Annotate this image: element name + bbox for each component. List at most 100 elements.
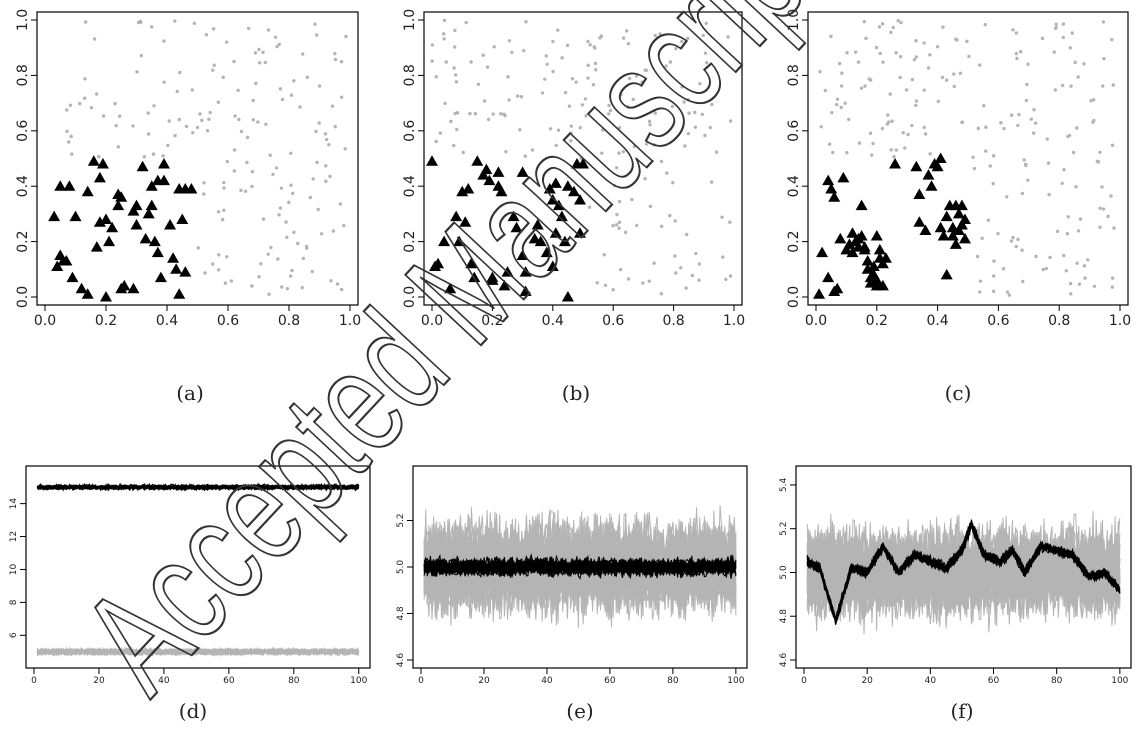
background-point xyxy=(246,26,251,31)
y-tick-label: 10 xyxy=(9,563,19,575)
background-point xyxy=(327,142,331,147)
background-point xyxy=(83,77,87,81)
background-series-line xyxy=(423,516,737,620)
background-point xyxy=(442,18,447,23)
background-point xyxy=(556,28,560,32)
background-point xyxy=(250,184,254,189)
cluster-triangle xyxy=(540,246,553,258)
cluster-triangle xyxy=(558,235,571,247)
background-point xyxy=(1061,35,1065,40)
background-point xyxy=(1011,28,1015,32)
background-point xyxy=(258,61,262,65)
background-point xyxy=(1095,159,1100,164)
background-point xyxy=(323,132,328,136)
background-point xyxy=(703,51,708,55)
background-point xyxy=(202,192,206,196)
background-point xyxy=(586,63,590,68)
background-point xyxy=(728,220,732,224)
background-point xyxy=(1089,99,1093,103)
background-point xyxy=(863,84,867,88)
background-point xyxy=(142,155,147,159)
y-tick-label: 4.6 xyxy=(779,653,789,668)
cluster-triangle xyxy=(549,227,562,238)
background-point xyxy=(1101,20,1106,24)
background-point xyxy=(877,25,882,29)
background-point xyxy=(594,68,598,72)
y-tick-label: 0.0 xyxy=(402,286,418,308)
background-point xyxy=(1025,82,1029,87)
background-point xyxy=(563,90,568,95)
background-point xyxy=(284,220,288,224)
background-point xyxy=(1052,50,1056,54)
background-point xyxy=(315,160,319,165)
background-point xyxy=(150,25,154,29)
background-point xyxy=(936,99,941,103)
background-point xyxy=(880,126,885,131)
background-point xyxy=(275,44,279,49)
background-point xyxy=(304,244,309,249)
background-point xyxy=(216,210,221,214)
background-point xyxy=(617,220,622,225)
background-point xyxy=(1047,192,1051,197)
cluster-triangle xyxy=(937,230,950,241)
background-point xyxy=(901,131,905,135)
background-point xyxy=(220,217,225,222)
background-point xyxy=(452,45,457,49)
cluster-triangle xyxy=(546,194,559,205)
background-point xyxy=(991,154,996,158)
cluster-triangle xyxy=(567,185,580,197)
y-tick-label: 5.4 xyxy=(779,478,789,493)
background-point xyxy=(319,232,324,236)
background-point xyxy=(211,27,216,31)
background-point xyxy=(485,65,490,69)
cluster-triangle xyxy=(112,199,125,211)
background-point xyxy=(926,66,931,70)
background-point xyxy=(292,79,296,83)
background-point xyxy=(280,97,285,102)
background-point xyxy=(243,189,248,193)
x-tick-label: 0.6 xyxy=(217,313,239,329)
background-point xyxy=(658,32,662,36)
background-point xyxy=(627,76,632,81)
background-point xyxy=(210,262,215,266)
background-point xyxy=(135,70,139,74)
cluster-triangle xyxy=(864,277,877,288)
background-point xyxy=(693,125,698,129)
background-point xyxy=(167,119,171,123)
cluster-triangle xyxy=(480,163,493,175)
x-tick-label: 0.6 xyxy=(987,313,1009,329)
panel-a: 0.0 0.2 0.4 0.6 0.8 1.0 0.0 0.2 0.4 0.6 0.8 1.0 xyxy=(15,9,361,329)
background-point xyxy=(922,125,926,130)
x-tick-label: 1.0 xyxy=(339,313,361,329)
background-point xyxy=(922,41,926,45)
x-tick-label: 0 xyxy=(31,676,37,686)
background-point xyxy=(898,55,903,59)
background-point xyxy=(631,97,635,102)
background-point xyxy=(859,86,864,90)
background-point xyxy=(894,51,898,55)
background-point xyxy=(250,284,254,288)
background-point xyxy=(1077,282,1082,286)
highlight-series-line xyxy=(423,557,737,578)
cluster-triangle xyxy=(477,169,490,180)
background-point xyxy=(1069,292,1073,296)
cluster-triangle xyxy=(69,210,82,222)
plot-frame xyxy=(807,11,1129,306)
background-point xyxy=(958,71,963,76)
cluster-triangle xyxy=(825,182,838,194)
background-point xyxy=(101,114,106,118)
cluster-triangle xyxy=(51,260,64,272)
background-point xyxy=(203,271,207,275)
background-point xyxy=(680,85,684,89)
background-point xyxy=(668,213,672,218)
background-point xyxy=(1016,123,1020,128)
background-point xyxy=(580,103,585,107)
background-point xyxy=(548,127,553,131)
background-point xyxy=(198,112,202,116)
background-point xyxy=(1061,22,1066,26)
background-point xyxy=(97,154,101,159)
background-point xyxy=(1076,75,1080,79)
background-point xyxy=(1020,191,1025,196)
cluster-triangle xyxy=(164,218,177,230)
